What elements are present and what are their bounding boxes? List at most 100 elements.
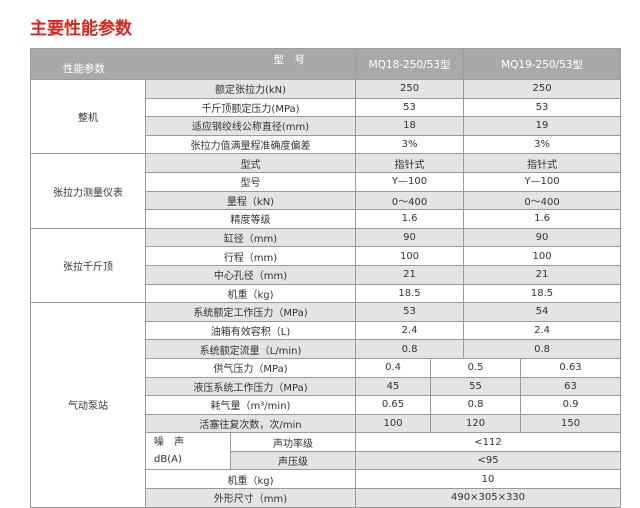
value-cell: 53: [355, 302, 465, 322]
param-cell: 活塞往复次数，次/min: [144, 413, 357, 434]
param-cell: 机重（kg): [144, 283, 357, 304]
table-row: 中心孔径（mm) 21 21: [31, 264, 622, 285]
param-cell: 精度等级: [144, 209, 357, 229]
value-cell: 54: [463, 302, 622, 322]
value-cell: 0.8: [355, 339, 465, 359]
param-cell: 型号: [144, 171, 357, 192]
table-row: 张拉千斤顶 缸径（mm) 90 90: [30, 227, 622, 304]
value-cell: 100: [355, 413, 432, 434]
value-cell: 250: [463, 79, 622, 99]
value-cell: 55: [430, 376, 522, 397]
value-cell: 18: [355, 116, 465, 136]
model-header: MQ19-250/53型: [463, 48, 622, 80]
param-cell: 供气压力（MPa): [144, 357, 357, 378]
table-row: 量程（kN) 0～400 0～400: [31, 190, 622, 211]
value-cell: 120: [430, 413, 522, 434]
spec-table: 型 号 性能参数 MQ18-250/53型 MQ19-250/53型 整机 额定张…: [29, 48, 622, 508]
value-cell: 指针式: [463, 153, 622, 173]
value-cell: 63: [520, 376, 622, 397]
value-cell: <112: [355, 432, 622, 452]
value-cell: 19: [463, 116, 622, 136]
value-cell: 3%: [463, 134, 622, 155]
value-cell: 90: [355, 227, 465, 248]
table-row: 气动泵站 系统额定工作压力（MPa) 53 54: [30, 302, 622, 508]
table-row: 油箱有效容积（L) 2.4 2.4: [31, 320, 622, 341]
corner-cell: 型 号 性能参数: [29, 48, 357, 80]
param-cell: 张拉力值满量程准确度偏差: [144, 134, 357, 155]
table-row: 液压系统工作压力（MPa) 45 55 63: [31, 376, 622, 397]
value-cell: 0～400: [355, 190, 465, 211]
value-cell: 1.6: [463, 209, 622, 229]
value-cell: 21: [463, 264, 622, 285]
table-row: 行程（mm) 100 100: [31, 246, 622, 266]
table-row: 耗气量（m³/min) 0.65 0.8 0.9: [31, 395, 622, 415]
table-row: 精度等级 1.6 1.6: [31, 209, 622, 229]
param-cell: 声压级: [229, 450, 357, 471]
value-cell: Y—100: [463, 171, 622, 192]
sub-label-cell: 噪 声 dB(A): [145, 432, 231, 471]
table-row: 噪 声 dB(A) 声功率级 <112: [31, 432, 622, 471]
table-row: 千斤顶额定压力(MPa) 53 53: [31, 97, 622, 118]
title: 主要性能参数: [30, 19, 132, 39]
table-body: 型 号 性能参数 MQ18-250/53型 MQ19-250/53型 整机 额定张…: [29, 48, 622, 508]
value-cell: 21: [355, 264, 465, 285]
value-cell: 45: [355, 376, 432, 397]
table-row: 机重（kg) 18.5 18.5: [31, 283, 622, 304]
value-cell: 100: [463, 246, 622, 266]
group-cell: 张拉千斤顶: [30, 227, 146, 304]
table-row: 整机 额定张拉力(kN) 250 250: [30, 78, 622, 155]
param-cell: 千斤顶额定压力(MPa): [144, 97, 357, 118]
value-cell: 53: [463, 97, 622, 118]
value-cell: 2.4: [355, 320, 465, 341]
param-cell: 额定张拉力(kN): [144, 79, 357, 99]
group-cell: 整机: [30, 78, 146, 155]
value-cell: 150: [520, 413, 622, 434]
value-cell: <95: [355, 450, 622, 471]
value-cell: 0.65: [355, 395, 432, 415]
param-cell: 系统额定流量（L/min): [144, 339, 357, 359]
param-cell: 中心孔径（mm): [144, 264, 357, 285]
value-cell: Y—100: [355, 171, 465, 192]
value-cell: 53: [355, 97, 465, 118]
value-cell: 3%: [355, 134, 465, 155]
value-cell: 250: [355, 79, 465, 99]
param-cell: 缸径（mm): [144, 227, 357, 248]
value-cell: 10: [355, 469, 622, 490]
param-cell: 量程（kN): [144, 190, 357, 211]
table-row: 张拉力测量仪表 型式 指针式 指针式: [30, 153, 622, 229]
value-cell: 1.6: [355, 209, 465, 229]
value-cell: 0.4: [355, 357, 432, 378]
sub-label: 噪 声: [154, 437, 184, 449]
value-cell: 0.63: [520, 357, 622, 378]
model-header: MQ18-250/53型: [355, 48, 465, 80]
table-row: 系统额定流量（L/min) 0.8 0.8: [31, 339, 622, 359]
sub-label: dB(A): [154, 454, 182, 466]
value-cell: 18.5: [463, 283, 622, 304]
value-cell: 90: [463, 227, 622, 248]
value-cell: 0.5: [430, 357, 522, 378]
param-cell: 行程（mm): [144, 246, 357, 266]
table-row: 张拉力值满量程准确度偏差 3% 3%: [31, 134, 622, 155]
table-row: 型号 Y—100 Y—100: [31, 171, 622, 192]
param-cell: 系统额定工作压力（MPa): [144, 302, 357, 322]
group-cell: 张拉力测量仪表: [30, 153, 146, 229]
param-cell: 液压系统工作压力（MPa): [144, 376, 357, 397]
param-cell: 机重（kg): [144, 469, 357, 490]
value-cell: 2.4: [463, 320, 622, 341]
corner-top: 型 号: [273, 54, 306, 66]
param-cell: 声功率级: [229, 432, 357, 452]
value-cell: 490×305×330: [355, 488, 622, 508]
param-cell: 型式: [144, 153, 357, 173]
param-cell: 外形尺寸（mm): [144, 488, 357, 508]
table-row: 供气压力（MPa) 0.4 0.5 0.63: [31, 357, 622, 378]
param-cell: 油箱有效容积（L): [144, 320, 357, 341]
table-row: 活塞往复次数，次/min 100 120 150: [31, 413, 622, 434]
value-cell: 100: [355, 246, 465, 266]
value-cell: 0～400: [463, 190, 622, 211]
value-cell: 0.9: [520, 395, 622, 415]
param-cell: 耗气量（m³/min): [144, 395, 357, 415]
value-cell: 0.8: [430, 395, 522, 415]
corner-bottom: 性能参数: [63, 63, 105, 75]
value-cell: 指针式: [355, 153, 465, 173]
table-row: 机重（kg) 10: [31, 469, 622, 490]
